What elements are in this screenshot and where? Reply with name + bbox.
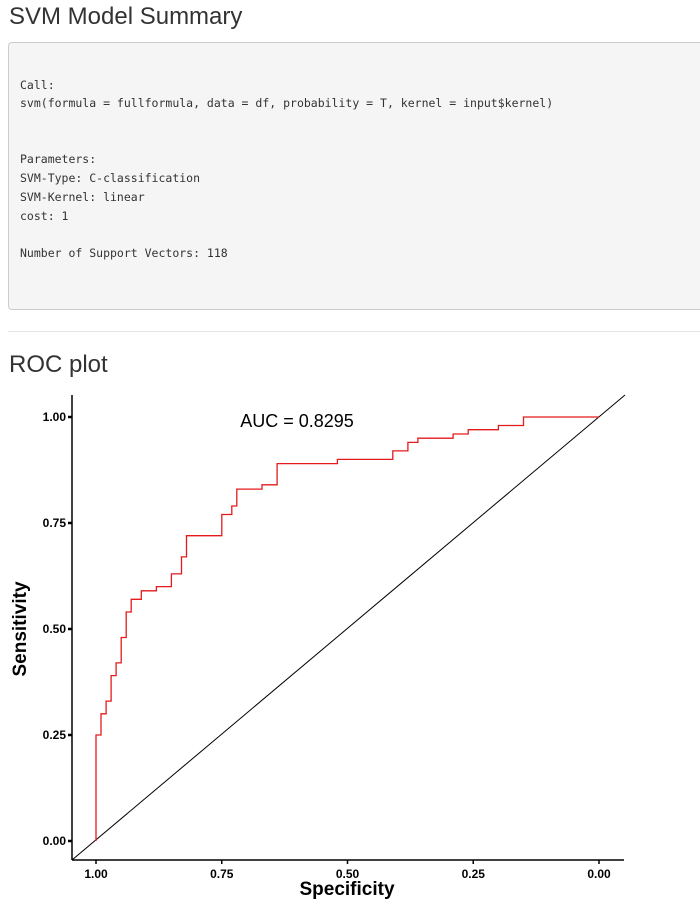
y-tick-label: 1.00 <box>43 410 67 424</box>
roc-title: ROC plot <box>9 351 108 378</box>
y-tick-label: 0.00 <box>43 834 67 848</box>
summary-line: Call: <box>20 77 55 92</box>
summary-line <box>20 113 700 132</box>
summary-line: svm(formula = fullformula, data = df, pr… <box>20 96 554 111</box>
summary-title: SVM Model Summary <box>9 3 243 30</box>
x-tick-label: 0.00 <box>587 867 611 881</box>
x-tick-label: 0.75 <box>210 867 234 881</box>
roc-curve-line <box>95 416 599 841</box>
reference-diagonal <box>71 394 626 861</box>
section-divider <box>8 331 700 332</box>
summary-line <box>20 225 700 244</box>
summary-line: cost: 1 <box>20 208 69 223</box>
x-tick-label: 0.25 <box>462 867 486 881</box>
model-summary-output: Call: svm(formula = fullformula, data = d… <box>8 42 700 310</box>
summary-line <box>20 132 700 151</box>
summary-line: SVM-Kernel: linear <box>20 189 145 204</box>
x-axis-title: Specificity <box>299 879 394 900</box>
summary-line <box>20 57 700 76</box>
y-tick-label: 0.75 <box>43 516 67 530</box>
summary-line: Parameters: <box>20 152 97 167</box>
auc-annotation: AUC = 0.8295 <box>240 411 354 431</box>
roc-chart: 0.00 0.25 0.50 0.75 1.00 1.00 0.75 0.50 0.25 0.00… <box>10 394 626 900</box>
y-tick-label: 0.25 <box>43 728 67 742</box>
x-tick-label: 0.50 <box>336 867 360 881</box>
x-tick-label: 1.00 <box>84 867 108 881</box>
summary-line: SVM-Type: C-classification <box>20 171 201 186</box>
y-tick-label: 0.50 <box>43 622 67 636</box>
summary-line: Number of Support Vectors: 118 <box>20 245 228 260</box>
y-axis-title: Sensitivity <box>10 581 31 676</box>
